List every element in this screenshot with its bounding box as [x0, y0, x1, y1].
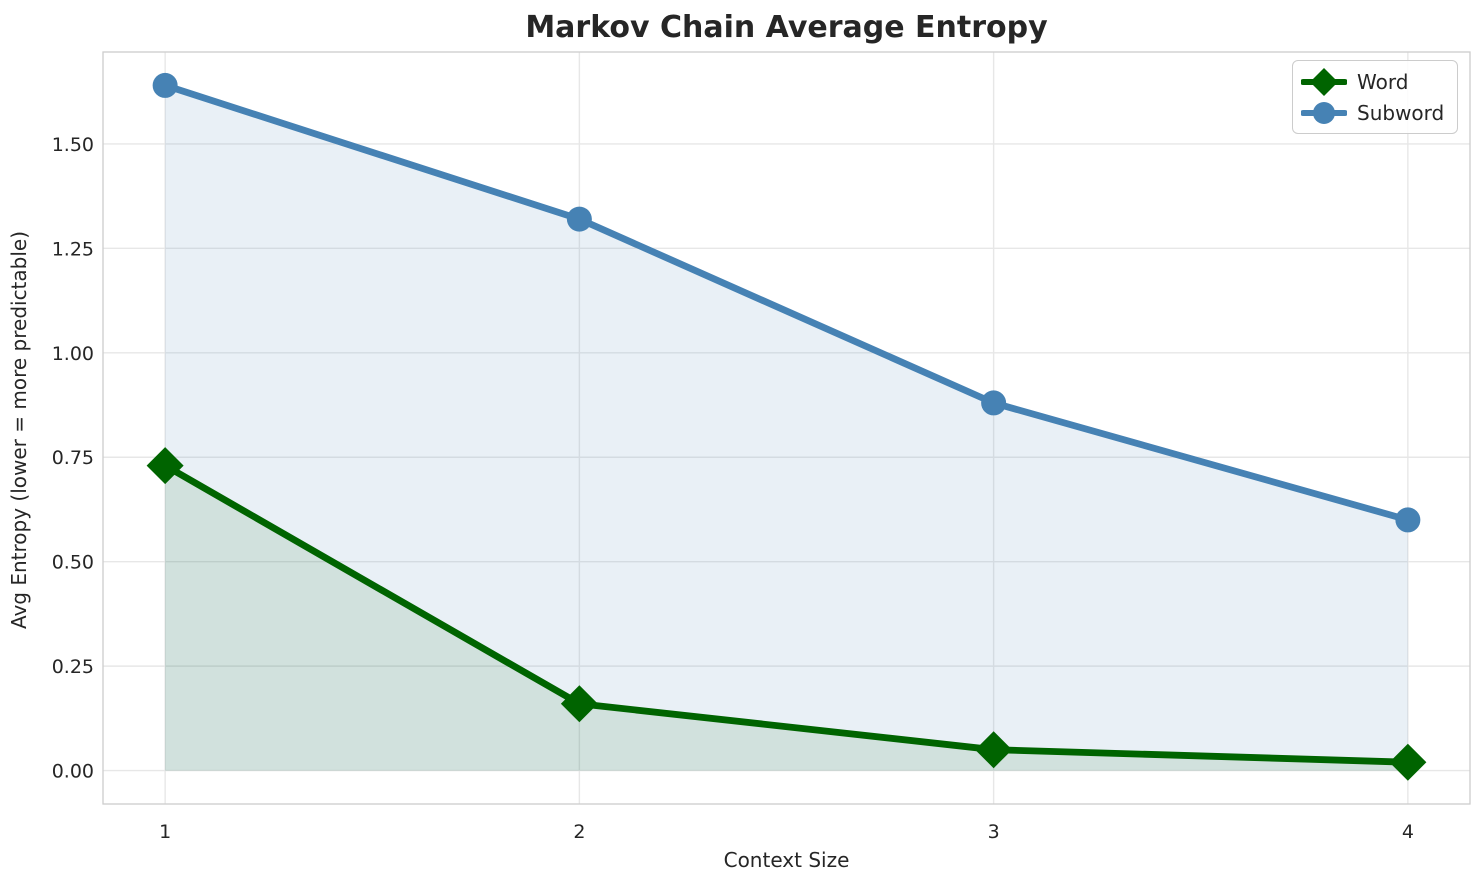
- svg-text:1.25: 1.25: [52, 238, 94, 260]
- svg-text:3: 3: [988, 821, 1000, 843]
- svg-text:2: 2: [573, 821, 585, 843]
- svg-text:0.75: 0.75: [52, 447, 94, 469]
- legend-label-subword: Subword: [1357, 100, 1445, 125]
- legend: Word Subword: [1292, 60, 1458, 134]
- svg-text:0.25: 0.25: [52, 656, 94, 678]
- subword-marker-icon: [1301, 101, 1347, 124]
- x-axis-label: Context Size: [723, 848, 850, 872]
- legend-label-word: Word: [1357, 69, 1409, 94]
- svg-text:1.00: 1.00: [52, 343, 94, 365]
- svg-text:0.50: 0.50: [52, 552, 94, 574]
- svg-text:1: 1: [159, 821, 171, 843]
- legend-item-word: Word: [1301, 66, 1447, 97]
- svg-text:1.50: 1.50: [52, 134, 94, 156]
- legend-item-subword: Subword: [1301, 97, 1447, 128]
- chart-title: Markov Chain Average Entropy: [525, 10, 1048, 45]
- y-axis-label: Avg Entropy (lower = more predictable): [7, 230, 31, 630]
- svg-text:4: 4: [1402, 821, 1414, 843]
- word-marker-icon: [1301, 67, 1347, 96]
- svg-text:0.00: 0.00: [52, 761, 94, 783]
